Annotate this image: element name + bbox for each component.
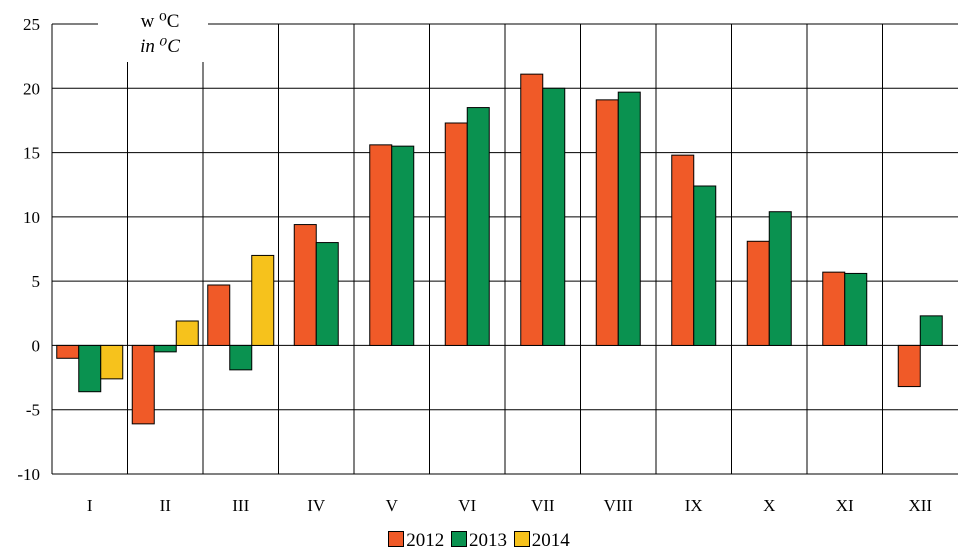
bar-2013-VI [466, 107, 490, 346]
bar-2012-VIII [595, 99, 619, 346]
unit-label-line-2: in ⁰C [140, 36, 180, 57]
legend-swatch [451, 531, 467, 547]
legend: 2012 2013 2014 [0, 530, 958, 552]
y-tick-label: 20 [23, 79, 40, 98]
y-tick-label: 15 [23, 144, 40, 163]
bar-2014-I [100, 344, 124, 380]
bar-2013-XII [919, 315, 943, 346]
bar-2013-IV [315, 242, 339, 346]
bar-2012-X [746, 240, 770, 346]
y-tick-label: 5 [32, 272, 41, 291]
x-tick-label: X [763, 496, 775, 515]
bar-2012-IV [293, 224, 317, 346]
bar-layer [56, 73, 943, 425]
bar-2012-VI [444, 122, 468, 346]
x-tick-label: IX [685, 496, 703, 515]
bar-2013-X [768, 211, 792, 346]
unit-label-line-1: w ⁰C [141, 11, 180, 32]
grid-layer [52, 23, 958, 475]
legend-item-2012: 2012 [388, 530, 444, 552]
bar-2013-VII [542, 87, 566, 346]
x-tick-label: VIII [604, 496, 634, 515]
bar-2013-I [78, 344, 102, 393]
bar-2012-II [131, 344, 155, 425]
legend-swatch [513, 531, 530, 547]
bar-2013-II [153, 344, 177, 353]
bar-2012-V [369, 144, 393, 346]
y-tick-label: 10 [23, 208, 40, 227]
legend-swatch [388, 531, 405, 547]
legend-label: 2014 [531, 530, 570, 551]
unit-label: w ⁰C in ⁰C [98, 4, 208, 62]
x-tick-label: VI [458, 496, 476, 515]
y-tick-label: 25 [23, 15, 40, 34]
x-tick-label: III [232, 496, 249, 515]
bar-2012-XI [822, 271, 846, 346]
bar-2012-VII [520, 73, 544, 346]
bar-2013-V [391, 145, 415, 346]
bar-2013-VIII [617, 91, 641, 346]
bar-2012-III [207, 284, 231, 346]
bar-2013-IX [693, 185, 717, 346]
x-tick-label: IV [307, 496, 326, 515]
legend-label: 2012 [406, 530, 445, 551]
x-tick-labels: I II III IV V VI VII VIII IX X XI XII [87, 496, 932, 515]
x-tick-label: XII [908, 496, 932, 515]
x-tick-label: V [386, 496, 399, 515]
bar-2013-XI [844, 272, 868, 346]
bar-2012-IX [671, 154, 695, 346]
bar-2014-II [175, 320, 199, 346]
y-tick-labels: 25 20 15 10 5 0 -5 -10 [17, 15, 40, 484]
y-tick-label: -5 [26, 401, 40, 420]
x-tick-label: I [87, 496, 93, 515]
legend-item-2013: 2013 [451, 530, 507, 552]
legend-item-2014: 2014 [513, 530, 570, 552]
bar-2012-XII [897, 344, 921, 388]
y-tick-label: 0 [32, 336, 41, 355]
bar-2013-III [229, 344, 253, 371]
x-tick-label: VII [531, 496, 555, 515]
y-tick-label: -10 [17, 465, 40, 484]
unit-label-background [98, 4, 208, 62]
x-tick-label: XI [836, 496, 854, 515]
legend-label: 2013 [469, 530, 507, 551]
bar-2014-III [251, 254, 275, 346]
bar-2012-I [56, 344, 80, 359]
x-tick-label: II [160, 496, 172, 515]
